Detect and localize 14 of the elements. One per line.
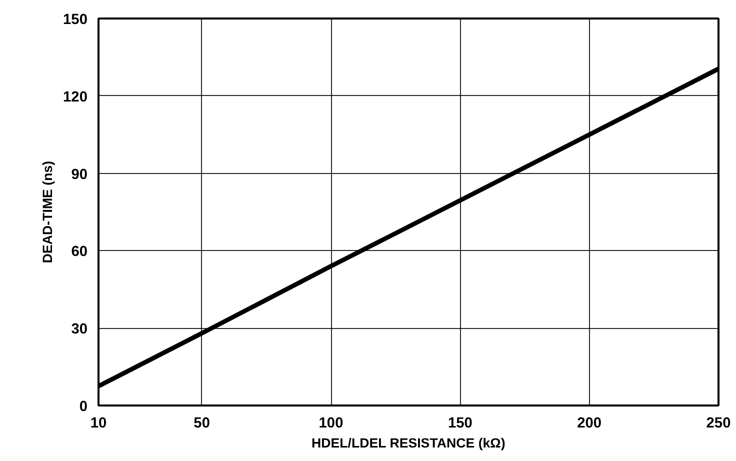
y-tick-label: 90 (71, 166, 88, 183)
y-tick-label: 60 (71, 244, 88, 260)
x-tick-label: 250 (706, 416, 731, 432)
y-tick-label: 0 (79, 399, 88, 415)
y-tick-label: 30 (71, 322, 88, 338)
x-tick-label: 200 (577, 416, 602, 432)
y-tick-label: 120 (63, 89, 88, 106)
x-tick-label: 150 (448, 416, 472, 432)
y-axis-title: DEAD-TIME (ns) (40, 160, 56, 264)
x-tick-label: 10 (90, 416, 107, 432)
x-axis-title: HDEL/LDEL RESISTANCE (kΩ) (311, 436, 506, 450)
x-tick-label: 100 (318, 416, 344, 432)
y-tick-label: 150 (63, 12, 88, 28)
x-tick-label: 50 (194, 416, 210, 432)
